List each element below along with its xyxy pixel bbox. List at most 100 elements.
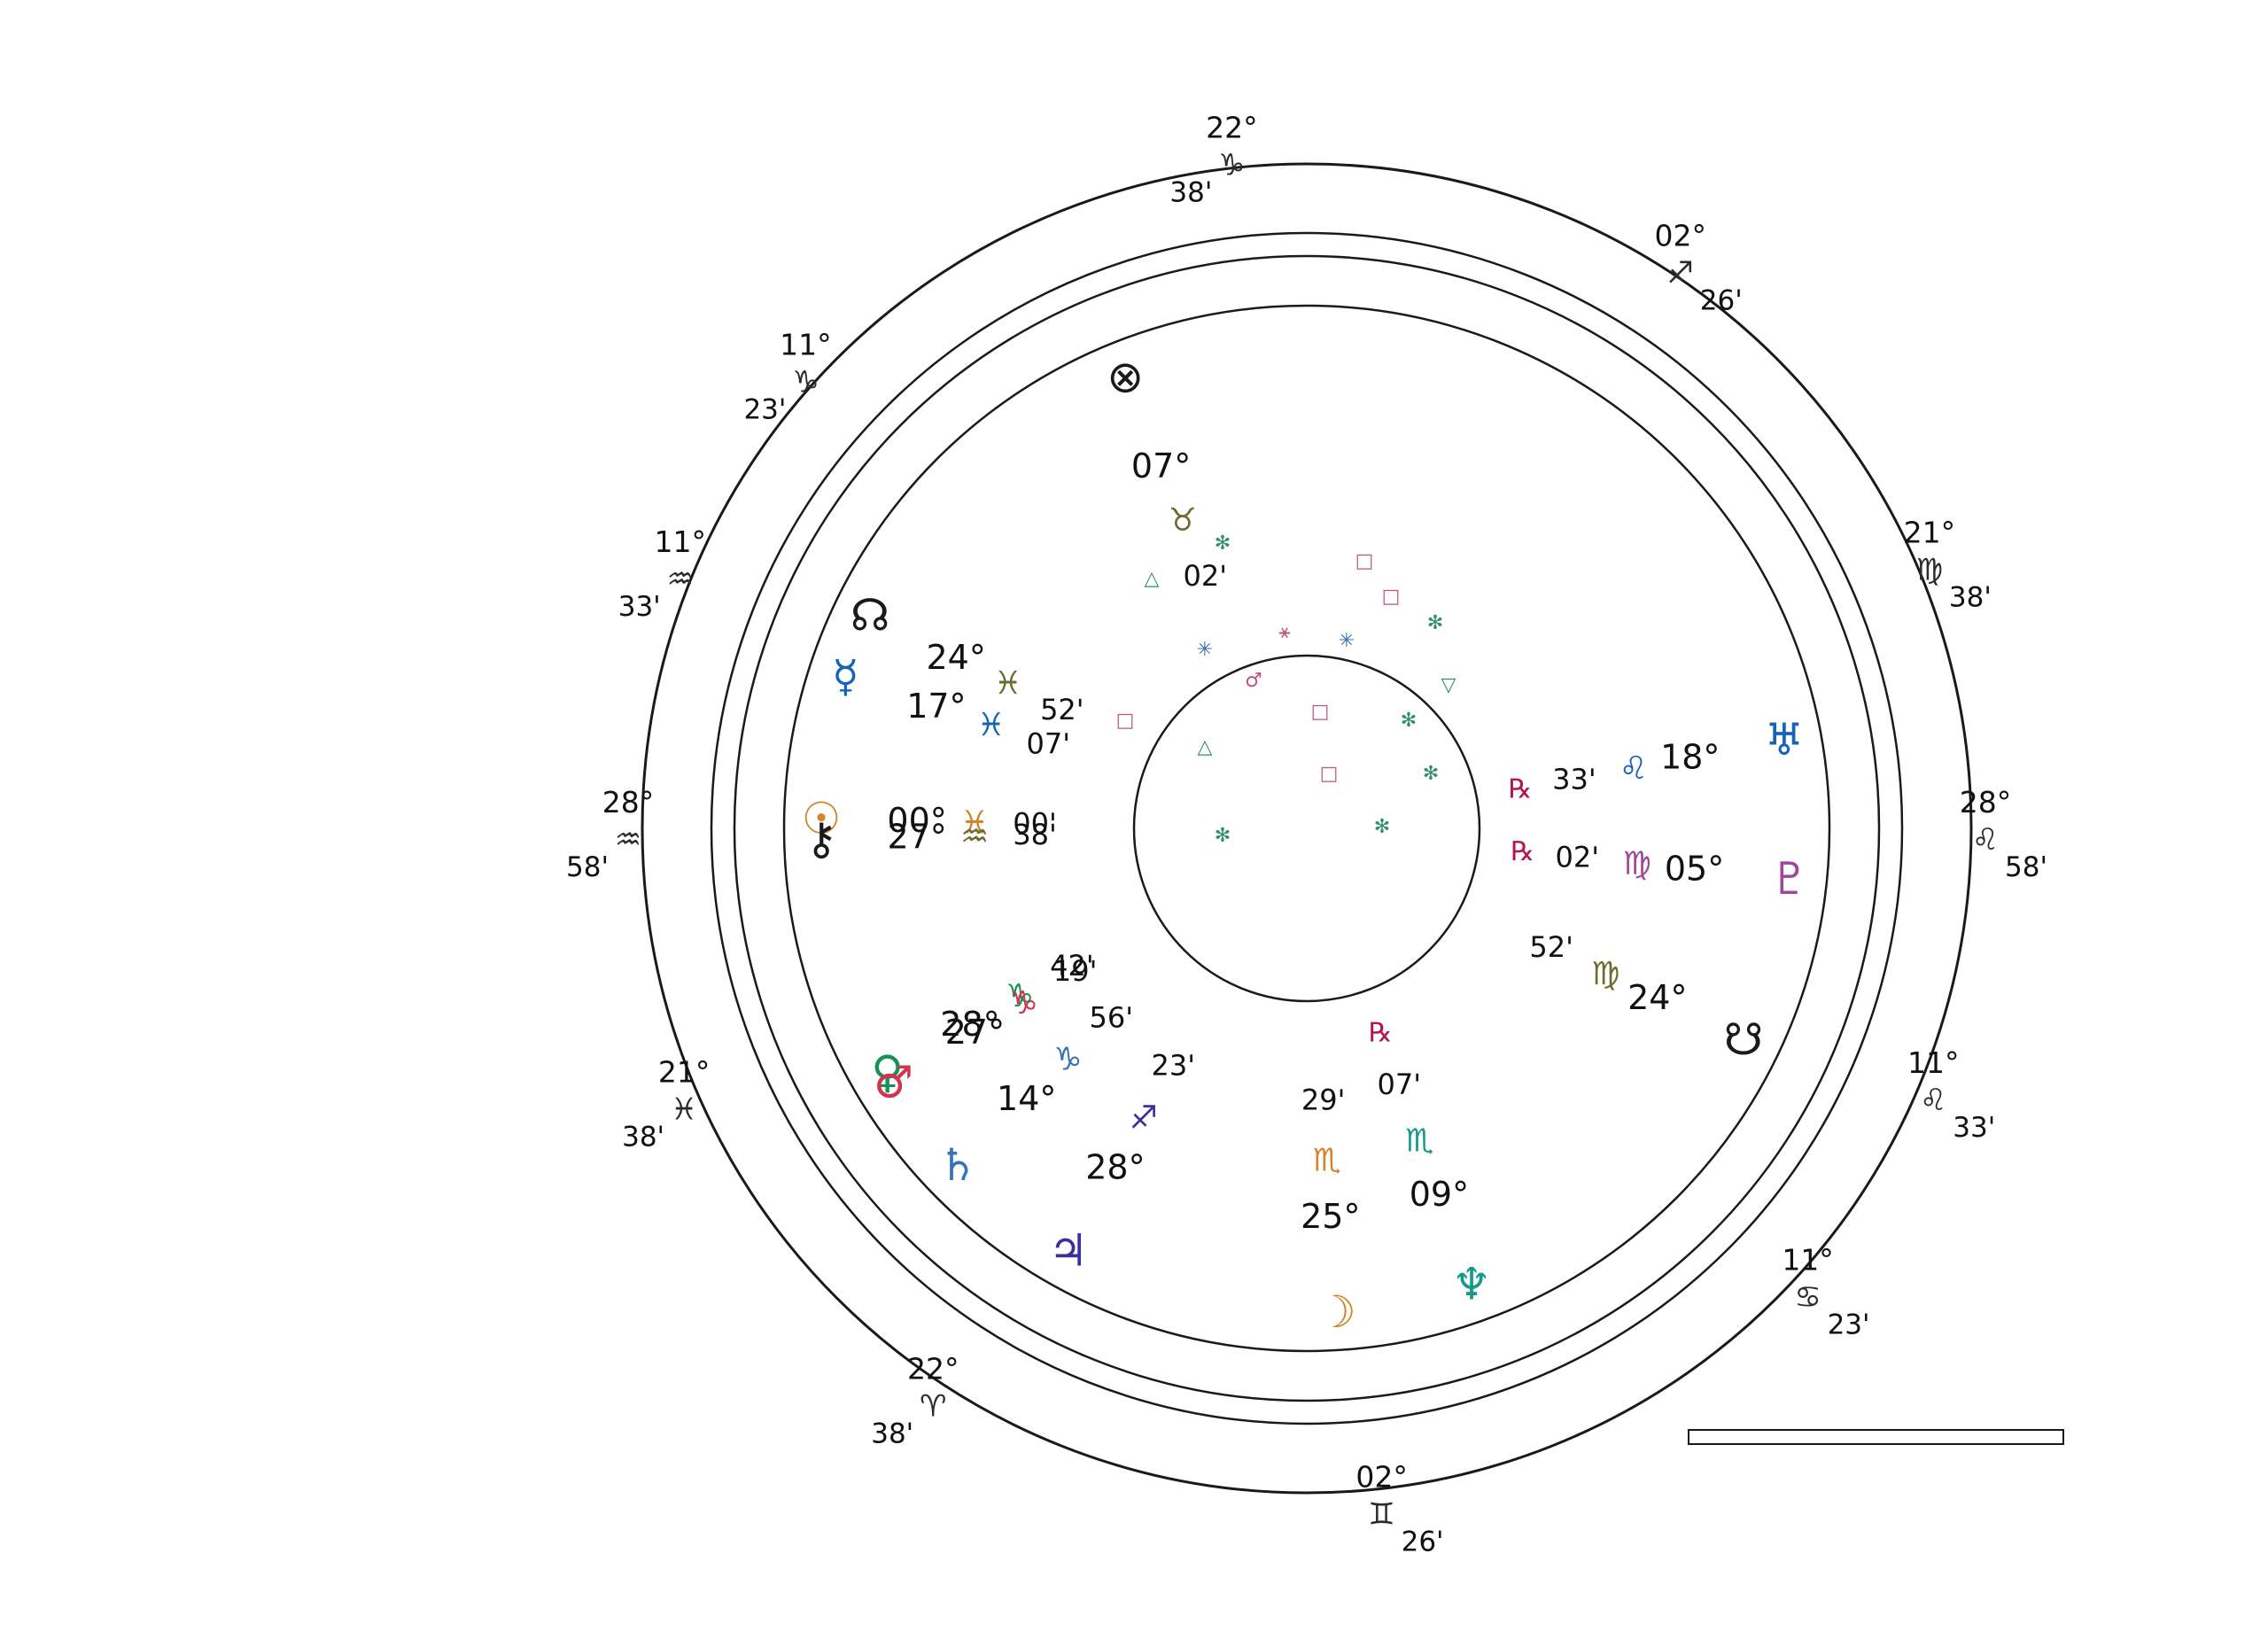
planet-degree-mercury: 17° bbox=[906, 687, 966, 726]
cusp-minute-cusp-6: 38' bbox=[1949, 582, 1992, 614]
cusp-minute-asc-11: 26' bbox=[1402, 1526, 1444, 1557]
planet-degree-north-node: 24° bbox=[927, 638, 986, 677]
natal-chart-wheel[interactable]: △ ✻ □ □ ✳ ⚹ ✳ ✻ □ △ □ ✻ ✻ ✻ ▽ □ ♂ ✻ ⊗ 07° ♉ 02' ☊ 24° ♓ 52' ☿ 17° ♓… bbox=[566, 106, 2047, 1558]
planet-degree-neptune: 09° bbox=[1410, 1175, 1469, 1214]
planet-glyph-venus[interactable]: ♀ bbox=[871, 1046, 904, 1098]
planet-retrograde-uranus: ℞ bbox=[1509, 774, 1533, 805]
aspect-symbol-12: ✻ bbox=[1215, 825, 1231, 847]
aspect-symbol-9: △ bbox=[1198, 736, 1213, 758]
planet-minute-venus: 42' bbox=[1050, 949, 1094, 983]
planet-sign-part-of-fortune: ♉ bbox=[1169, 502, 1197, 539]
planet-sign-north-node: ♓ bbox=[994, 665, 1022, 702]
planet-retrograde-neptune: ℞ bbox=[1369, 1017, 1393, 1048]
planet-degree-jupiter: 28° bbox=[1085, 1147, 1145, 1186]
header-block bbox=[113, 64, 663, 76]
planet-degree-chiron: 27° bbox=[887, 817, 946, 856]
legend-box bbox=[1688, 1429, 2064, 1445]
planet-degree-pluto: 05° bbox=[1665, 849, 1724, 888]
planet-glyph-uranus[interactable]: ♅ bbox=[1765, 714, 1805, 765]
planet-degree-mars: 27° bbox=[945, 1013, 1005, 1052]
cusp-degree-cusp-3: 11° bbox=[780, 327, 832, 361]
planet-sign-chiron: ♒ bbox=[960, 819, 989, 855]
cusp-minute-cusp-4: 38' bbox=[1169, 177, 1212, 209]
cusp-degree-asc-11: 02° bbox=[1355, 1459, 1408, 1494]
aspect-symbol-14: ▽ bbox=[1441, 674, 1456, 696]
outer-circle bbox=[641, 162, 1973, 1495]
planet-glyph-mars[interactable]: ♂ bbox=[874, 1057, 913, 1108]
cusp-minute-cusp-3: 23' bbox=[743, 393, 786, 425]
aspect-symbol-7: ✻ bbox=[1427, 612, 1443, 634]
aspect-symbol-17: ✻ bbox=[1423, 763, 1439, 785]
planet-minute-south-node: 52' bbox=[1529, 930, 1573, 964]
cusp-minute-cusp-12: 38' bbox=[622, 1121, 664, 1153]
planet-minute-mercury: 07' bbox=[1027, 726, 1071, 760]
planet-glyph-pluto[interactable]: ♇ bbox=[1770, 853, 1810, 905]
planet-degree-sun: 00° bbox=[887, 801, 946, 840]
planet-retrograde-pluto: ℞ bbox=[1511, 836, 1534, 867]
planet-glyph-part-of-fortune[interactable]: ⊗ bbox=[1107, 352, 1144, 403]
aspect-symbol-8: □ bbox=[1116, 710, 1135, 732]
cusp-degree-cusp-6: 21° bbox=[1904, 516, 1956, 550]
planet-glyph-north-node[interactable]: ☊ bbox=[850, 590, 889, 641]
planet-minute-uranus: 33' bbox=[1552, 762, 1596, 796]
planet-sign-jupiter: ♐ bbox=[1130, 1100, 1158, 1137]
cusp-sign-cusp-3: ♑ bbox=[792, 364, 819, 400]
cusp-minute-cusp-8: 33' bbox=[1953, 1112, 1995, 1144]
planet-sign-mercury: ♓ bbox=[977, 707, 1006, 743]
cusp-minute-cusp-5: 26' bbox=[1700, 285, 1743, 317]
cusp-degree-cusp-12: 21° bbox=[658, 1054, 711, 1089]
cusp-degree-mc-aries: 22° bbox=[907, 1351, 959, 1386]
aspect-markers: △ ✻ □ □ ✳ ⚹ ✳ ✻ □ △ □ ✻ ✻ ✻ ▽ □ ♂ ✻ bbox=[1116, 532, 1456, 847]
cusp-sign-cusp-7: ♌ bbox=[1972, 822, 1999, 858]
cusp-sign-cusp-4: ♑ bbox=[1218, 148, 1245, 183]
aspect-symbol-0: △ bbox=[1145, 568, 1160, 590]
planet-minute-mars: 19' bbox=[1053, 954, 1098, 988]
aspect-symbol-3: □ bbox=[1382, 586, 1401, 608]
planet-degree-part-of-fortune: 07° bbox=[1131, 447, 1191, 485]
wheel-svg[interactable]: △✻□□✳⚹ ✳✻□△□✻✻ ✻▽□♂✻ ⊗07°♉02'☊24°♓52'☿17° ♓… bbox=[566, 106, 2047, 1558]
aspect-symbol-2: □ bbox=[1355, 550, 1374, 572]
planet-minute-saturn: 56' bbox=[1090, 1000, 1134, 1034]
planet-glyph-neptune[interactable]: ♆ bbox=[1452, 1258, 1492, 1309]
planet-sign-uranus: ♌ bbox=[1619, 750, 1648, 787]
planet-minute-sun: 00' bbox=[1013, 806, 1057, 840]
planet-degree-saturn: 14° bbox=[997, 1079, 1056, 1118]
house-outer-circle bbox=[782, 304, 1831, 1353]
cusp-sign-cusp-2: ♒ bbox=[666, 562, 693, 597]
planet-sign-pluto: ♍ bbox=[1623, 846, 1651, 882]
planet-sign-sun: ♓ bbox=[960, 804, 989, 841]
tick-inner-circle bbox=[733, 254, 1881, 1402]
planet-sign-moon: ♏ bbox=[1313, 1142, 1341, 1178]
cusp-label-layer: 28°♒58'11°♒33'11°♑23'22°♑38'02°♐26'21°♍3… bbox=[566, 111, 2047, 1558]
cusp-sign-cusp-6: ♍ bbox=[1916, 553, 1943, 588]
planet-glyph-south-node[interactable]: ☋ bbox=[1724, 1014, 1763, 1065]
aspect-symbol-15: □ bbox=[1311, 701, 1330, 723]
aspect-symbol-13: ✻ bbox=[1374, 816, 1390, 838]
planet-glyph-sun[interactable]: ☉ bbox=[802, 793, 842, 844]
planet-degree-uranus: 18° bbox=[1660, 737, 1720, 776]
zodiac-inner-circle bbox=[710, 231, 1904, 1425]
aspect-circle bbox=[1132, 654, 1481, 1003]
planet-sign-neptune: ♏ bbox=[1405, 1123, 1433, 1160]
planet-glyph-mercury[interactable]: ☿ bbox=[832, 650, 859, 702]
cusp-minute-cusp-7: 58' bbox=[2005, 851, 2047, 883]
cusp-sign-cusp-12: ♓ bbox=[671, 1091, 697, 1127]
planet-minute-pluto: 02' bbox=[1556, 840, 1600, 874]
planet-glyph-chiron[interactable]: ⚷ bbox=[805, 813, 838, 865]
planet-minute-north-node: 52' bbox=[1040, 693, 1084, 726]
aspect-symbol-5: ⚹ bbox=[1278, 621, 1290, 643]
cusp-degree-cusp-2: 11° bbox=[654, 524, 706, 559]
aspect-symbol-10: □ bbox=[1320, 763, 1339, 785]
planet-glyph-jupiter[interactable]: ♃ bbox=[1048, 1224, 1088, 1276]
cusp-degree-cusp-7: 28° bbox=[1960, 785, 2012, 820]
aspect-symbol-16: ♂ bbox=[1245, 670, 1262, 692]
cusp-sign-asc-11: ♊ bbox=[1368, 1496, 1394, 1532]
planet-minute-moon: 29' bbox=[1301, 1083, 1346, 1116]
cusp-sign-cusp-1: ♒ bbox=[615, 822, 641, 858]
cusp-sign-cusp-5: ♐ bbox=[1667, 256, 1694, 291]
planet-layer[interactable]: ⊗07°♉02'☊24°♓52'☿17° ♓07'☉ 00° ♓ 00'⚷ 27° ♒ 38'… bbox=[802, 352, 1810, 1338]
wheel-rings bbox=[641, 162, 1973, 1495]
planet-glyph-saturn[interactable]: ♄ bbox=[938, 1139, 978, 1191]
cusp-degree-cusp-1: 28° bbox=[602, 785, 655, 820]
planet-glyph-moon[interactable]: ☽ bbox=[1317, 1286, 1356, 1338]
